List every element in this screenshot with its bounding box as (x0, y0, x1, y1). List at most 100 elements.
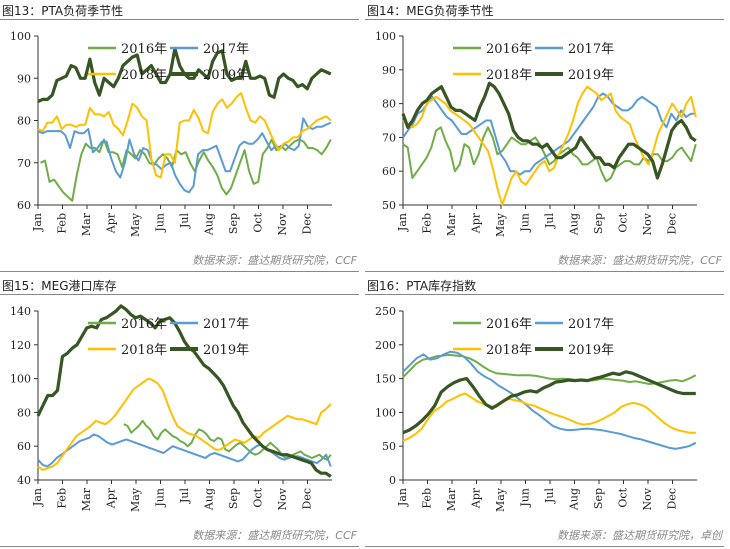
y-tick-label: 90 (17, 72, 31, 85)
x-tick-label: May (494, 487, 507, 512)
source-prefix: 数据来源： (557, 254, 613, 267)
y-tick-label: 200 (375, 339, 396, 352)
x-tick-label: Jan (31, 213, 44, 232)
x-tick-label: Jul (543, 213, 556, 229)
x-tick-label: Mar (445, 487, 458, 511)
source-prefix: 数据来源： (192, 529, 248, 542)
x-tick-label: Sep (592, 488, 605, 509)
x-tick-label: Feb (56, 213, 69, 234)
legend-label: 2016年 (486, 317, 532, 332)
legend-label: 2018年 (121, 68, 167, 83)
x-tick-label: Oct (617, 487, 630, 507)
y-tick-label: 60 (382, 165, 396, 178)
source-note: 数据来源：盛达期货研究院，卓创 (557, 527, 722, 543)
x-tick-label: Dec (666, 213, 679, 235)
line-chart-meg-port-inventory: 40 60 80 100 120 140 Jan Feb Mar Apr May Jun Jul Aug S… (10, 304, 332, 512)
x-tick-label: Jun (154, 213, 167, 233)
y-tick-label: 80 (17, 115, 31, 128)
y-tick-label: 0 (389, 474, 396, 487)
line-chart-pta-load: 60 70 80 90 100 Jan Feb Mar Apr May Jun Jul Aug Sep Oc… (10, 30, 332, 237)
legend-label: 2019年 (568, 343, 614, 358)
y-tick-label: 70 (17, 157, 31, 170)
chart-panel-pta-load: 图13：PTA负荷季节性 60 70 80 90 100 Jan Feb Mar Apr May J… (0, 0, 365, 274)
y-tick-label: 50 (382, 440, 396, 453)
legend-label: 2017年 (203, 42, 249, 57)
panel-title: 图16：PTA库存指数 (367, 279, 477, 293)
x-tick-label: Nov (641, 212, 654, 235)
x-tick-label: Apr (470, 212, 483, 234)
line-chart-pta-inventory-index: 0 50 100 150 200 250 Jan Feb Mar Apr May Jun Jul Aug S… (375, 305, 697, 512)
x-tick-label: Feb (56, 488, 69, 509)
divider (365, 294, 724, 295)
y-tick-label: 60 (17, 199, 31, 212)
divider (0, 294, 359, 295)
x-tick-label: Jul (543, 488, 556, 504)
legend-label: 2019年 (203, 343, 249, 358)
x-tick-label: Sep (227, 488, 240, 509)
legend-label: 2019年 (203, 68, 249, 83)
y-tick-label: 250 (375, 305, 396, 318)
x-tick-label: May (129, 212, 142, 237)
legend-label: 2017年 (568, 42, 614, 57)
panel-title: 图15：MEG港口库存 (2, 279, 117, 293)
series-line-2018 (37, 92, 332, 179)
y-tick-label: 60 (17, 440, 31, 453)
source-prefix: 数据来源： (557, 529, 612, 542)
x-tick-label: May (494, 212, 507, 237)
x-tick-label: Aug (568, 488, 581, 511)
x-tick-label: Dec (666, 488, 679, 510)
legend-label: 2016年 (121, 317, 167, 332)
x-tick-label: Sep (227, 213, 240, 234)
divider (365, 271, 724, 272)
x-tick-label: May (129, 487, 142, 512)
x-tick-label: Feb (421, 488, 434, 509)
x-tick-label: Jul (178, 213, 191, 229)
source-text: 盛达期货研究院，卓创 (612, 529, 722, 542)
y-tick-label: 70 (382, 131, 396, 144)
y-tick-label: 80 (382, 98, 396, 111)
y-tick-label: 150 (375, 373, 396, 386)
chart-panel-meg-port-inventory: 图15：MEG港口库存 40 60 80 100 120 140 Jan Feb Mar Apr M… (0, 275, 365, 549)
x-tick-label: Sep (592, 213, 605, 234)
panel-title: 图14：MEG负荷季节性 (367, 4, 494, 18)
series-line-2016 (402, 126, 697, 183)
source-text: 盛达期货研究院，CCF (247, 254, 357, 267)
y-tick-label: 100 (10, 373, 31, 386)
x-tick-label: Dec (301, 213, 314, 235)
legend-label: 2018年 (486, 68, 532, 83)
series-line-2018 (402, 85, 697, 206)
panel-title: 图13：PTA负荷季节性 (2, 4, 124, 18)
x-tick-label: Apr (470, 487, 483, 509)
series-line-2018 (402, 392, 696, 442)
legend-label: 2018年 (486, 343, 532, 358)
source-prefix: 数据来源： (192, 254, 248, 267)
x-tick-label: Apr (105, 212, 118, 234)
line-chart-meg-load: 50 60 70 80 90 100 Jan Feb Mar Apr May Jun Jul Aug Sep… (375, 30, 697, 237)
x-tick-label: Oct (617, 212, 630, 232)
series-line-2016 (402, 353, 697, 385)
y-tick-label: 80 (17, 406, 31, 419)
series-line-2017 (402, 92, 696, 176)
y-tick-label: 100 (375, 406, 396, 419)
x-tick-label: Apr (105, 487, 118, 509)
y-tick-label: 100 (375, 30, 396, 43)
x-tick-label: Mar (445, 212, 458, 236)
series-line-2018 (37, 377, 332, 471)
x-tick-label: Jun (519, 213, 532, 233)
x-tick-label: Jan (396, 488, 409, 507)
legend-label: 2016年 (121, 42, 167, 57)
series-line-2017 (402, 350, 697, 450)
divider (0, 271, 359, 272)
x-tick-label: Aug (568, 213, 581, 236)
x-tick-label: Jan (396, 213, 409, 232)
source-text: 盛达期货研究院，CCF (247, 529, 357, 542)
x-tick-label: Jun (519, 488, 532, 508)
x-tick-label: Mar (80, 212, 93, 236)
x-tick-label: Aug (203, 213, 216, 236)
x-tick-label: Jan (31, 488, 44, 507)
x-tick-label: Aug (203, 488, 216, 511)
legend-label: 2018年 (121, 343, 167, 358)
y-tick-label: 40 (17, 474, 31, 487)
x-tick-label: Nov (641, 487, 654, 510)
source-text: 盛达期货研究院，CCF (612, 254, 722, 267)
